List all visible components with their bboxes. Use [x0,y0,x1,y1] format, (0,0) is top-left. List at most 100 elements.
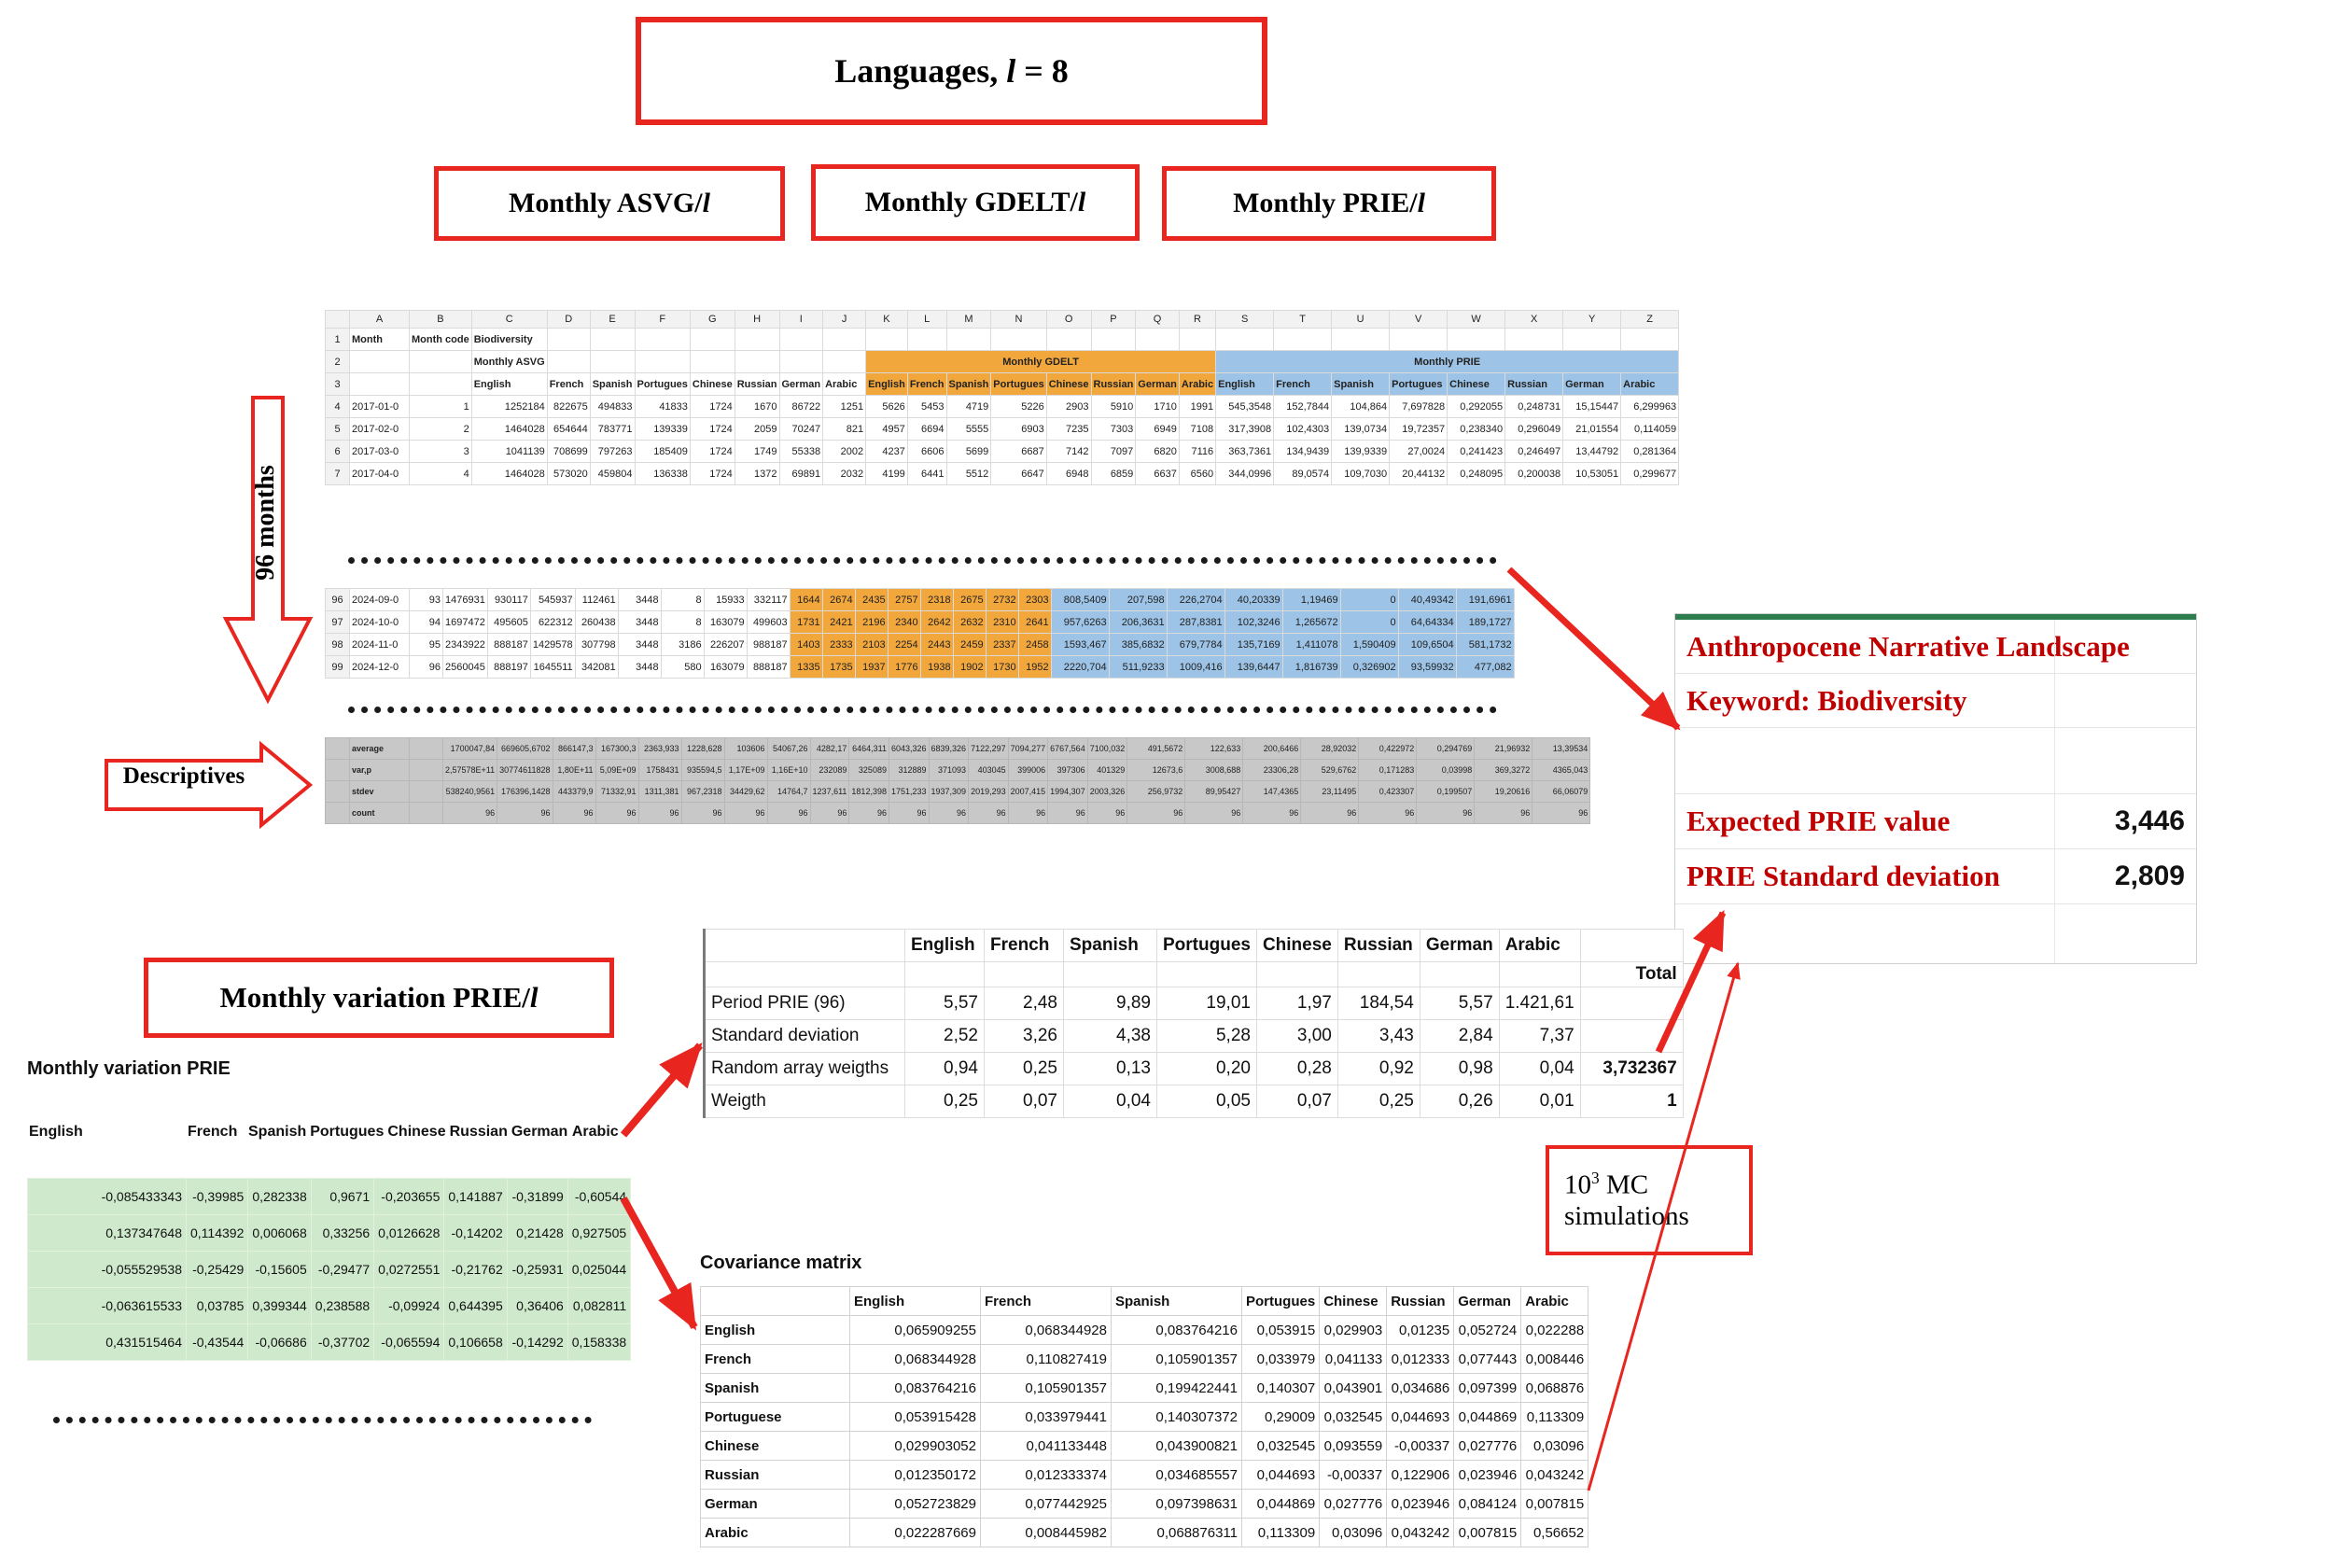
row-number: 3 [325,372,350,396]
gdelt-value: 1730 [985,655,1019,679]
covariance-row-label: German [700,1489,850,1519]
descriptive-value: 6043,326 [888,737,930,760]
descriptive-value: 1,80E+11 [552,759,596,781]
row-number: 98 [325,633,350,656]
covariance-value: 0,068344928 [849,1344,981,1374]
column-letter: R [1178,310,1217,329]
asvg-value: 1041139 [470,440,548,463]
descriptive-value: 5,09E+09 [595,759,639,781]
row-number: 7 [325,462,350,485]
variation-value: 0,158338 [567,1323,632,1361]
covariance-value: 0,043901 [1319,1373,1388,1403]
asvg-value: 112461 [574,588,619,611]
asvg-value: 55338 [778,440,824,463]
asvg-value: 1645511 [529,655,576,679]
prie-value: 134,9439 [1273,440,1333,463]
variation-value: 0,114392 [185,1214,249,1252]
weights-value: 0,13 [1063,1052,1157,1085]
variation-value: -0,14292 [506,1323,568,1361]
covariance-table: English French Spanish Portugues Chinese Russ… [700,1286,1589,1547]
spreadsheet-top-table: A B C D E F G H I J K L M N O P Q R S T U V W X Y Z 1 Month Month co… [325,310,1680,485]
column-letter: C [470,310,548,329]
asvg-value: 3448 [617,655,662,679]
covariance-row-label: Spanish [700,1373,850,1403]
descriptive-value: 96 [552,802,596,824]
asvg-value: 708699 [546,440,591,463]
prie-value: 226,2704 [1166,588,1225,611]
empty-cell [1447,328,1506,351]
asvg-value: 797263 [589,440,636,463]
covariance-value: 0,008446 [1520,1344,1589,1374]
prie-stddev-value: 2,809 [2114,861,2185,891]
covariance-value: 0,034685557 [1111,1460,1242,1490]
gdelt-value: 6694 [906,417,947,441]
gdelt-value: 1335 [789,655,823,679]
covariance-value: -0,00337 [1386,1431,1455,1461]
column-letter: G [689,310,735,329]
empty-cell [984,961,1064,987]
gdelt-value: 4957 [865,417,908,441]
descriptive-value: 96 [1358,802,1418,824]
expected-prie-row: Expected PRIE value 3,446 [1675,794,2196,849]
descriptive-value: 14764,7 [766,780,811,803]
descriptive-value: 538240,9561 [441,780,498,803]
covariance-value: 0,068344928 [980,1315,1112,1345]
language-header: German [778,372,824,396]
covariance-column-header: French [980,1286,1112,1316]
descriptive-value: 397306 [1047,759,1088,781]
asvg-value: 580 [660,655,705,679]
weights-value: 1,97 [1255,987,1338,1020]
descriptive-value: 96 [1300,802,1360,824]
empty-cell [1178,328,1217,351]
asvg-value: 499603 [746,610,791,634]
asvg-value: 136338 [634,462,691,485]
prie-value: 27,0024 [1389,440,1448,463]
month-header: Month [349,328,410,351]
prie-value: 20,44132 [1389,462,1448,485]
weights-row-label: Random array weigths [704,1052,905,1085]
prie-value: 0,296049 [1504,417,1564,441]
prie-value: 152,7844 [1273,395,1333,418]
weights-value: 0,05 [1156,1085,1257,1118]
prie-value: 104,864 [1331,395,1391,418]
gdelt-value: 6560 [1178,462,1217,485]
prie-stddev-row: PRIE Standard deviation 2,809 [1675,849,2196,904]
row-number [325,759,350,781]
panel-gridline [2054,620,2055,963]
empty-cell [1156,961,1257,987]
column-letter: S [1215,310,1275,329]
gdelt-value: 2337 [985,633,1019,656]
languages-label-prefix: Languages, [834,52,1007,90]
descriptive-value: 6464,311 [848,737,889,760]
month-code-cell: 3 [409,440,472,463]
prie-value: 0,246497 [1504,440,1564,463]
empty-cell [1504,328,1564,351]
variation-value: 0,025044 [567,1251,632,1288]
prie-value: 679,7784 [1166,633,1225,656]
descriptive-value: 1994,307 [1047,780,1088,803]
asvg-group-header: Monthly ASVG [470,350,548,373]
descriptive-value: 1,17E+09 [723,759,768,781]
prie-value: 808,5409 [1050,588,1110,611]
asvg-value: 1724 [689,440,735,463]
descriptive-label: var,p [349,759,410,781]
language-header: French [1273,372,1333,396]
variation-value: 0,644395 [443,1287,508,1324]
descriptive-label: average [349,737,410,760]
asvg-value: 342081 [574,655,619,679]
variation-value: -0,085433343 [27,1178,187,1215]
asvg-value: 226207 [703,633,748,656]
language-header: Russian [734,372,780,396]
covariance-grid: English French Spanish Portugues Chinese Russ… [700,1286,1589,1547]
gdelt-value: 7097 [1090,440,1137,463]
empty-cell [409,350,472,373]
descriptive-value: 1758431 [637,759,682,781]
descriptive-value: 96 [595,802,639,824]
arrow-variation-to-weights [620,1042,704,1138]
variation-value: 0,006068 [247,1214,312,1252]
covariance-value: 0,110827419 [980,1344,1112,1374]
weights-value: 0,04 [1498,1052,1581,1085]
weights-value: 0,07 [1255,1085,1338,1118]
asvg-value: 3448 [617,610,662,634]
covariance-value: 0,027776 [1319,1489,1388,1519]
